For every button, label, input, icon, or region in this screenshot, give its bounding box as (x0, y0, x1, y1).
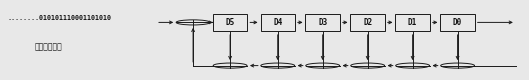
Text: D1: D1 (408, 18, 417, 27)
Bar (350, 14, 385, 31)
Bar (306, 14, 340, 31)
Text: D0: D0 (453, 18, 462, 27)
Text: D2: D2 (363, 18, 372, 27)
Text: ........010101110001101010: ........010101110001101010 (8, 15, 112, 21)
Text: D3: D3 (318, 18, 327, 27)
Text: 输入数据序列: 输入数据序列 (34, 42, 62, 51)
Text: D5: D5 (225, 18, 235, 27)
Bar (440, 14, 475, 31)
Circle shape (351, 63, 385, 68)
Bar (261, 14, 295, 31)
Bar (213, 14, 247, 31)
Circle shape (396, 63, 430, 68)
Text: D4: D4 (273, 18, 282, 27)
Circle shape (213, 63, 247, 68)
Circle shape (261, 63, 295, 68)
Bar (396, 14, 430, 31)
Circle shape (176, 20, 210, 25)
Circle shape (441, 63, 475, 68)
Circle shape (306, 63, 340, 68)
